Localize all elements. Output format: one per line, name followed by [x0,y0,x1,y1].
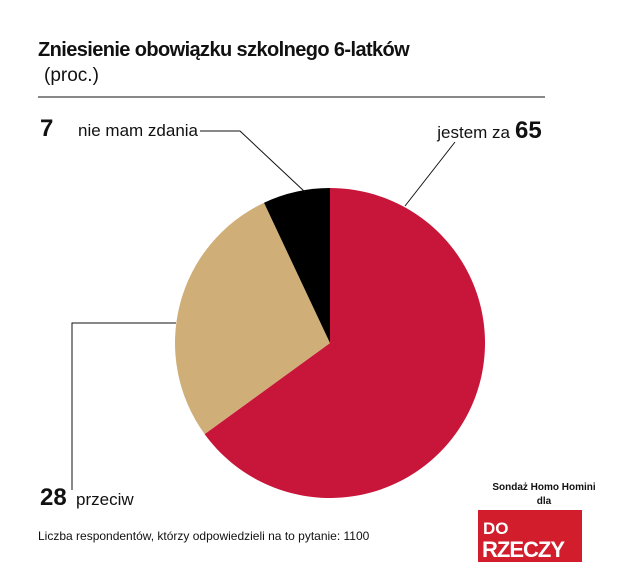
source: Sondaż Homo Homini [492,482,596,493]
value-label: 65 [515,117,542,144]
value-label: 28 [40,484,67,511]
category-label: nie mam zdania [78,121,199,140]
pie-slice [175,202,330,435]
leader-line [71,322,176,490]
leader-line [404,141,456,207]
logo-box [478,510,582,562]
source-for: dla [537,496,552,507]
value-label: 7 [40,115,53,142]
logo-text: RZECZY [482,537,565,562]
pie-slice [264,188,330,343]
chart-subtitle: (proc.) [44,65,99,86]
category-label: jestem za [436,123,510,142]
footnote: Liczba respondentów, którzy odpowiedziel… [38,529,370,543]
pie-slice [204,188,486,499]
leader-line [200,130,306,193]
category-label: przeciw [76,490,134,509]
logo-text: DO [483,519,509,538]
chart-title: Zniesienie obowiązku szkolnego 6-latków [38,39,410,61]
